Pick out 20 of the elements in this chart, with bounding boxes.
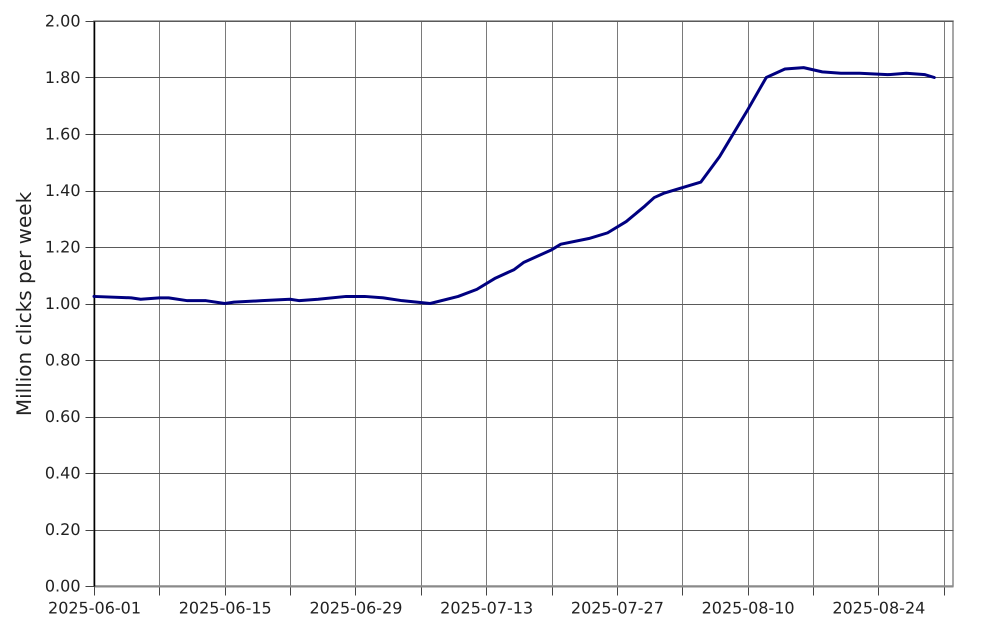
x-tick-label: 2025-07-27 — [570, 598, 664, 618]
y-tick-label: 1.80 — [44, 68, 80, 87]
line-series — [92, 66, 936, 305]
y-tick-label: 2.00 — [44, 12, 80, 30]
x-tick-label: 2025-08-24 — [832, 598, 926, 618]
y-tick-label: 0.00 — [44, 576, 80, 596]
y-tick-label: 1.00 — [44, 294, 80, 313]
x-tick-label: 2025-06-01 — [48, 598, 141, 618]
y-axis-title: Million clicks per week — [12, 191, 36, 416]
x-tick-label: 2025-06-15 — [178, 598, 272, 618]
y-tick-label: 1.20 — [44, 238, 80, 256]
x-tick-label: 2025-07-13 — [440, 598, 534, 618]
x-tick-label: 2025-06-29 — [309, 598, 402, 618]
y-tick-label: 0.60 — [44, 407, 80, 426]
y-tick-label: 1.60 — [44, 124, 80, 144]
y-tick-label: 1.40 — [44, 181, 80, 200]
y-tick-label: 0.20 — [44, 520, 80, 539]
y-tick-label: 0.80 — [44, 350, 80, 370]
x-tick-label: 2025-08-10 — [702, 598, 795, 618]
y-tick-label: 0.40 — [44, 464, 80, 482]
